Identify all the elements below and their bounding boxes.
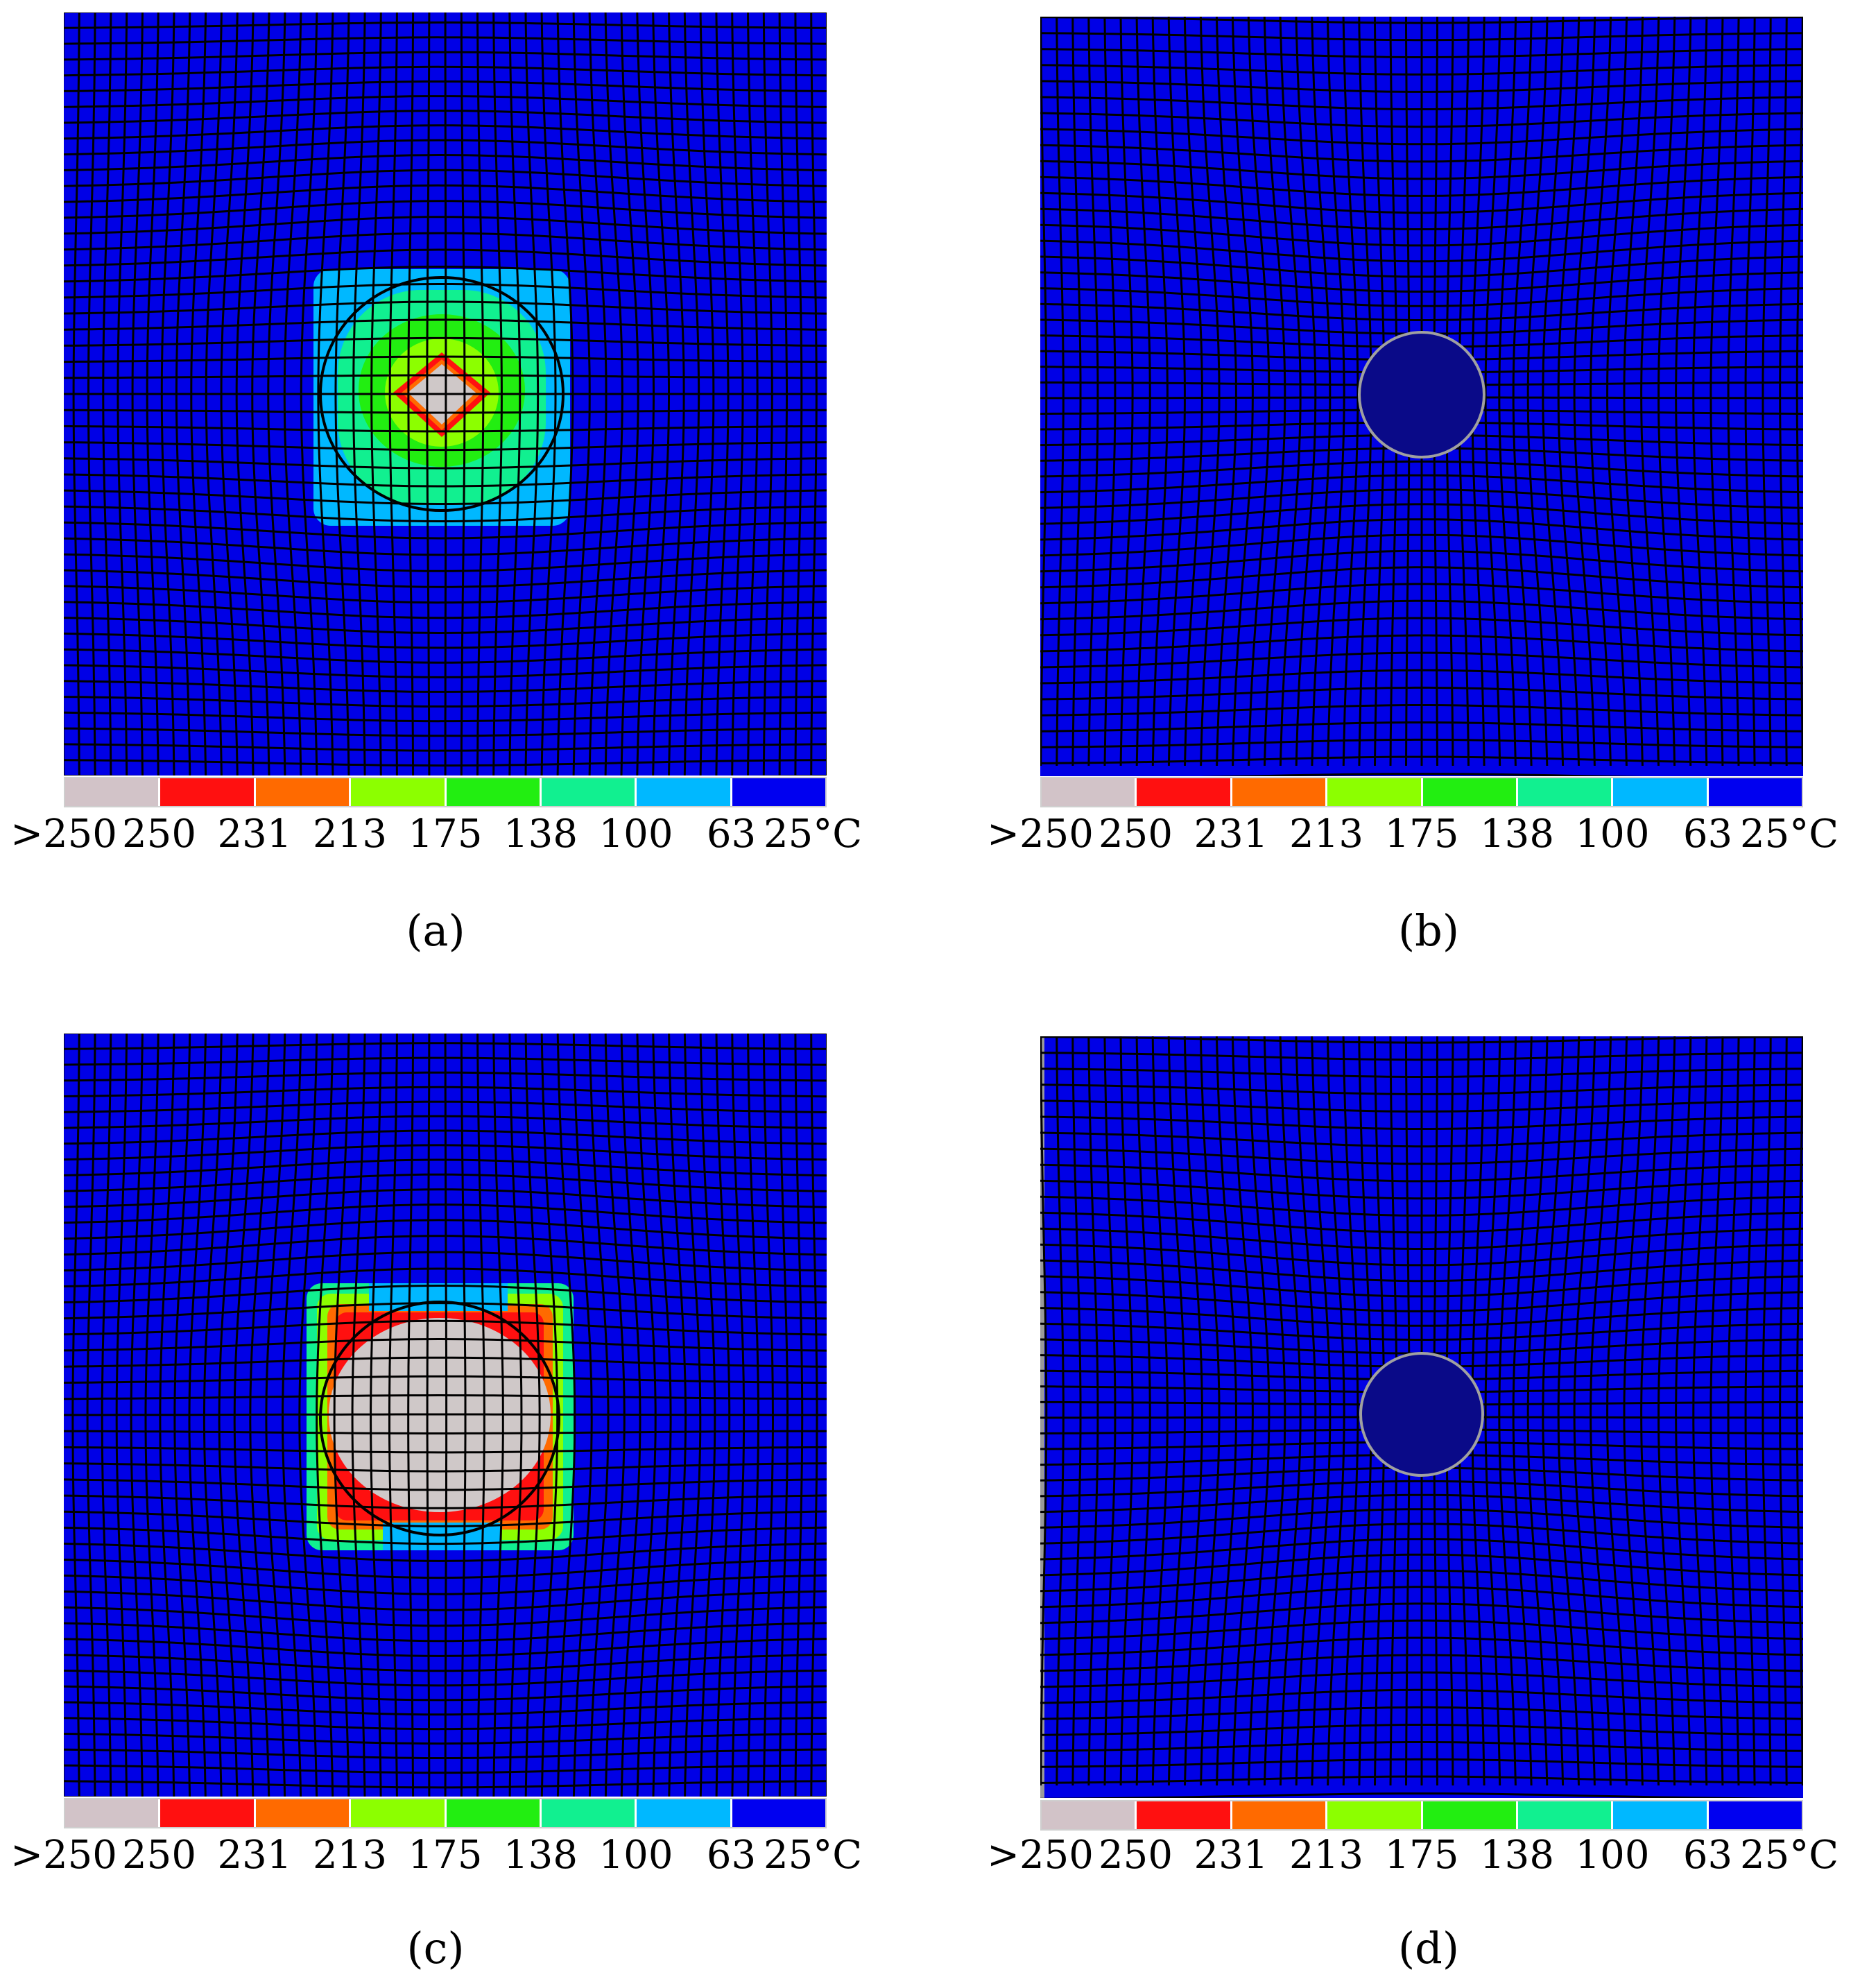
legend-swatch	[1422, 778, 1518, 806]
legend-swatch	[1708, 778, 1802, 806]
legend-swatch	[65, 778, 161, 806]
legend-tick-label: 100	[598, 1833, 673, 1878]
fem-mesh-d	[1040, 1036, 1803, 1798]
caption-c: (c)	[406, 1923, 465, 1973]
legend-tick-label: 213	[1289, 812, 1363, 857]
legend-ticks-c: >250 250 231 213 175 138 100 63 25°C	[10, 1833, 862, 1888]
legend-swatch	[1613, 1801, 1709, 1829]
legend-swatch	[1422, 1801, 1518, 1829]
legend-swatch	[732, 1799, 825, 1827]
legend-swatch	[1137, 778, 1232, 806]
legend-swatch	[637, 1799, 732, 1827]
legend-swatch	[351, 778, 447, 806]
inclusion-b	[1358, 331, 1485, 459]
legend-tick-label: 63	[1682, 812, 1733, 857]
color-legend-b	[1040, 777, 1803, 807]
legend-tick-label: 250	[122, 812, 196, 857]
legend-swatch	[1232, 778, 1328, 806]
legend-swatch	[1232, 1801, 1328, 1829]
color-legend-a	[64, 777, 827, 807]
legend-swatch	[65, 1799, 161, 1827]
legend-ticks-a: >250 250 231 213 175 138 100 63 25°C	[10, 812, 862, 867]
legend-swatch	[541, 778, 637, 806]
legend-tick-label: 100	[598, 812, 673, 857]
legend-tick-label: 213	[313, 812, 387, 857]
legend-swatch	[255, 778, 352, 806]
legend-tick-label: 175	[408, 1833, 483, 1878]
legend-tick-label: 63	[706, 1833, 757, 1878]
legend-tick-label: 175	[408, 812, 483, 857]
legend-swatch	[446, 778, 542, 806]
legend-tick-label: >250	[10, 1833, 117, 1878]
legend-tick-label: 63	[1682, 1833, 1733, 1878]
legend-tick-label: 213	[313, 1833, 387, 1878]
legend-swatch	[1613, 778, 1709, 806]
legend-swatch	[637, 778, 732, 806]
legend-swatch	[1517, 778, 1614, 806]
legend-tick-label: 250	[122, 1833, 196, 1878]
mesh-lines-b	[1040, 17, 1803, 776]
legend-swatch	[446, 1799, 542, 1827]
fem-mesh-b	[1040, 17, 1803, 776]
legend-tick-label: 25°C	[763, 1833, 863, 1878]
legend-tick-label: 250	[1099, 812, 1173, 857]
fem-mesh-c	[64, 1034, 827, 1797]
legend-tick-label: >250	[987, 1833, 1094, 1878]
legend-swatch	[160, 778, 256, 806]
legend-tick-label: 138	[1480, 1833, 1554, 1878]
legend-ticks-d: >250 250 231 213 175 138 100 63 25°C	[987, 1833, 1838, 1888]
legend-tick-label: 138	[1480, 812, 1554, 857]
fem-mesh-a	[64, 12, 827, 776]
legend-tick-label: 231	[217, 812, 292, 857]
legend-swatch	[732, 778, 825, 806]
legend-tick-label: 100	[1575, 812, 1650, 857]
legend-swatch	[351, 1799, 447, 1827]
heat-zone-c	[307, 1283, 574, 1550]
legend-tick-label: >250	[987, 812, 1094, 857]
legend-swatch	[1517, 1801, 1614, 1829]
legend-tick-label: >250	[10, 812, 117, 857]
mesh-lines-a	[64, 12, 827, 776]
color-legend-c	[64, 1798, 827, 1828]
legend-tick-label: 63	[706, 812, 757, 857]
legend-swatch	[255, 1799, 352, 1827]
mesh-lines-c	[64, 1034, 827, 1797]
legend-tick-label: 175	[1384, 812, 1459, 857]
legend-tick-label: 25°C	[1739, 1833, 1839, 1878]
legend-tick-label: 25°C	[1739, 812, 1839, 857]
legend-swatch	[1327, 778, 1423, 806]
legend-tick-label: 138	[503, 812, 578, 857]
caption-d: (d)	[1397, 1923, 1460, 1973]
legend-swatch	[1708, 1801, 1802, 1829]
caption-a: (a)	[406, 905, 465, 956]
legend-tick-label: 231	[217, 1833, 292, 1878]
color-legend-d	[1040, 1800, 1803, 1831]
legend-tick-label: 100	[1575, 1833, 1650, 1878]
legend-tick-label: 250	[1099, 1833, 1173, 1878]
inclusion-d	[1359, 1352, 1484, 1477]
legend-swatch	[541, 1799, 637, 1827]
legend-swatch	[1042, 778, 1137, 806]
legend-tick-label: 231	[1194, 1833, 1268, 1878]
legend-swatch	[1137, 1801, 1232, 1829]
legend-swatch	[160, 1799, 256, 1827]
legend-tick-label: 25°C	[763, 812, 863, 857]
legend-ticks-b: >250 250 231 213 175 138 100 63 25°C	[987, 812, 1838, 867]
legend-tick-label: 213	[1289, 1833, 1363, 1878]
legend-tick-label: 138	[503, 1833, 578, 1878]
caption-b: (b)	[1397, 905, 1460, 956]
legend-swatch	[1042, 1801, 1137, 1829]
legend-tick-label: 175	[1384, 1833, 1459, 1878]
legend-tick-label: 231	[1194, 812, 1268, 857]
legend-swatch	[1327, 1801, 1423, 1829]
